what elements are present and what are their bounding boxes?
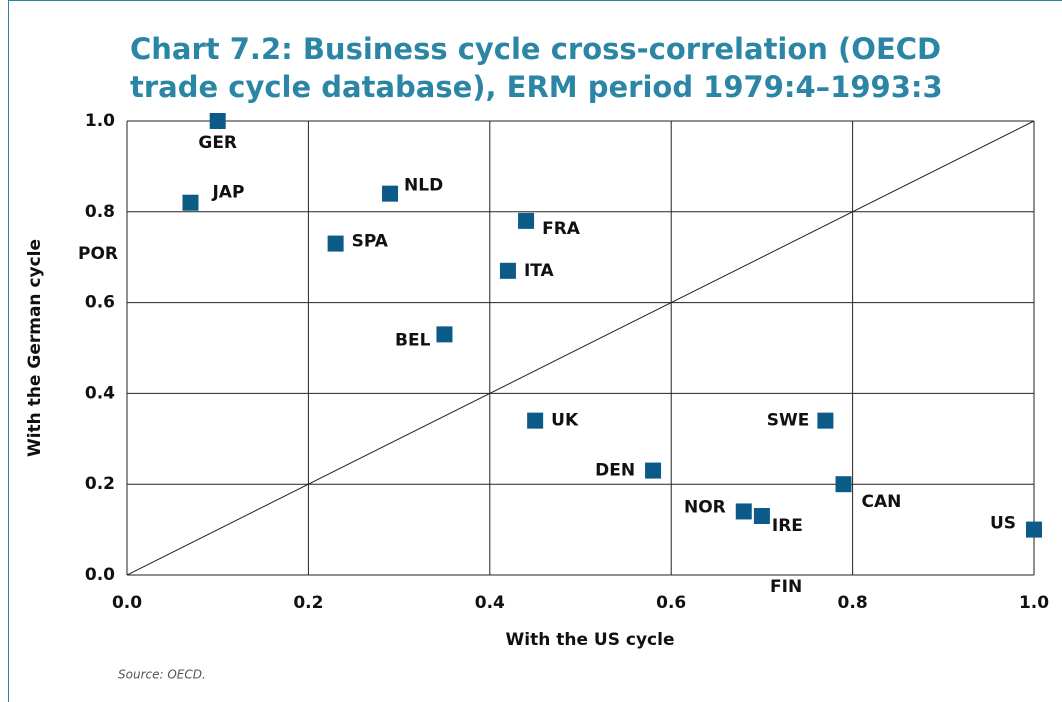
y-axis-label: With the German cycle xyxy=(25,239,45,457)
x-tick-label: 0.8 xyxy=(838,593,868,613)
x-tick-label: 0.4 xyxy=(475,593,505,613)
point xyxy=(1026,521,1042,538)
point xyxy=(327,235,344,252)
point-label: SPA xyxy=(352,232,389,252)
point xyxy=(182,194,199,211)
point xyxy=(527,412,544,429)
chart-title: Chart 7.2: Business cycle cross-correlat… xyxy=(130,32,943,104)
point-label: DEN xyxy=(595,461,635,481)
y-tick-label: 0.2 xyxy=(85,474,115,494)
source: Source: OECD. xyxy=(118,668,206,682)
point-label: UK xyxy=(551,411,579,431)
point xyxy=(436,326,453,343)
x-tick-label: 0.2 xyxy=(293,593,323,613)
y-tick-label: 0.4 xyxy=(85,383,115,403)
point xyxy=(835,476,852,493)
point xyxy=(209,113,226,129)
annotation: POR xyxy=(78,244,118,264)
point xyxy=(735,503,752,520)
point-label: ITA xyxy=(524,261,555,281)
point-label: IRE xyxy=(772,516,803,536)
y-tick-label: 0.6 xyxy=(85,293,115,313)
y-tick-label: 1.0 xyxy=(85,111,115,131)
point-label: GER xyxy=(198,133,237,153)
point-label: SWE xyxy=(767,411,810,431)
point-label: US xyxy=(990,514,1016,534)
point-label: JAP xyxy=(211,183,244,203)
y-tick-label: 0.8 xyxy=(85,202,115,222)
point xyxy=(518,212,535,229)
point xyxy=(382,185,399,202)
point-label: FRA xyxy=(542,219,581,239)
point xyxy=(499,262,516,279)
y-tick-label: 0.0 xyxy=(85,565,115,585)
point xyxy=(753,507,770,524)
annotation: FIN xyxy=(770,577,802,597)
x-tick-label: 0.0 xyxy=(112,593,142,613)
point-label: NOR xyxy=(684,497,726,517)
x-tick-label: 1.0 xyxy=(1019,593,1049,613)
point-label: CAN xyxy=(862,492,902,512)
x-axis-label: With the US cycle xyxy=(506,630,675,650)
point xyxy=(645,462,662,479)
point-label: BEL xyxy=(395,330,431,350)
point-label: NLD xyxy=(404,176,443,196)
diagonal xyxy=(126,120,1035,576)
x-tick-label: 0.6 xyxy=(656,593,686,613)
point xyxy=(817,412,834,429)
